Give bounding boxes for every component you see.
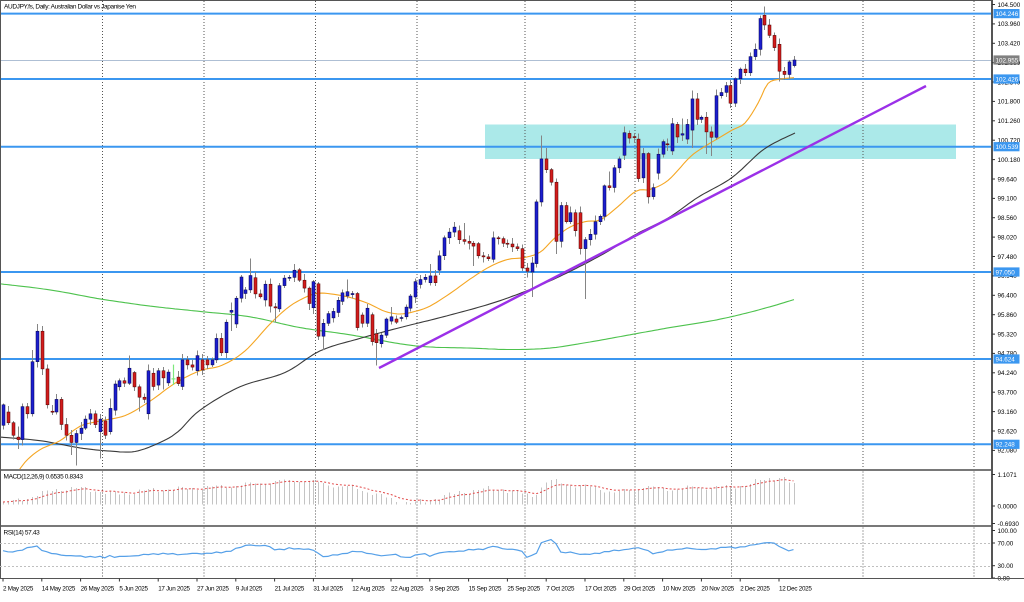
svg-text:104.246: 104.246 xyxy=(996,11,1019,18)
svg-text:98.560: 98.560 xyxy=(998,215,1018,222)
svg-text:97.050: 97.050 xyxy=(996,269,1016,276)
svg-text:94.624: 94.624 xyxy=(996,356,1016,363)
svg-text:2 Dec 2025: 2 Dec 2025 xyxy=(740,586,770,593)
svg-text:12 Aug 2025: 12 Aug 2025 xyxy=(352,586,385,593)
svg-text:26 May 2025: 26 May 2025 xyxy=(81,586,115,593)
svg-text:101.800: 101.800 xyxy=(998,99,1021,106)
svg-text:AUDJPY.fs, Daily: Australian: AUDJPY.fs, Daily: Australian Dollar vs J… xyxy=(4,4,136,11)
svg-text:103.420: 103.420 xyxy=(998,41,1021,48)
svg-text:99.100: 99.100 xyxy=(998,196,1018,203)
svg-text:102.955: 102.955 xyxy=(996,57,1019,64)
svg-text:96.940: 96.940 xyxy=(998,273,1018,280)
svg-text:17 Oct 2025: 17 Oct 2025 xyxy=(585,586,617,593)
svg-text:104.500: 104.500 xyxy=(998,2,1021,9)
svg-text:100.539: 100.539 xyxy=(996,144,1019,151)
svg-text:70.00: 70.00 xyxy=(998,540,1014,547)
svg-text:93.700: 93.700 xyxy=(998,390,1018,397)
svg-text:17 Jun 2025: 17 Jun 2025 xyxy=(158,586,190,593)
svg-text:12 Dec 2025: 12 Dec 2025 xyxy=(779,586,812,593)
svg-text:31 Jul 2025: 31 Jul 2025 xyxy=(313,586,343,593)
svg-text:10 Nov 2025: 10 Nov 2025 xyxy=(663,586,696,593)
svg-text:99.640: 99.640 xyxy=(998,176,1018,183)
svg-text:21 Jul 2025: 21 Jul 2025 xyxy=(275,586,305,593)
svg-text:30.00: 30.00 xyxy=(998,563,1014,570)
svg-text:96.400: 96.400 xyxy=(998,293,1018,300)
svg-text:100.00: 100.00 xyxy=(998,528,1018,535)
svg-text:14 May 2025: 14 May 2025 xyxy=(42,586,76,593)
svg-text:3 Sep 2025: 3 Sep 2025 xyxy=(430,586,460,593)
svg-text:25 Sep 2025: 25 Sep 2025 xyxy=(507,586,540,593)
svg-text:92.248: 92.248 xyxy=(996,442,1016,449)
svg-text:-0.6930: -0.6930 xyxy=(998,521,1020,528)
svg-text:94.240: 94.240 xyxy=(998,370,1018,377)
svg-text:92.080: 92.080 xyxy=(998,448,1018,455)
svg-text:95.860: 95.860 xyxy=(998,312,1018,319)
svg-text:0.0000: 0.0000 xyxy=(998,503,1018,510)
svg-text:RSI(14) 57.43: RSI(14) 57.43 xyxy=(4,530,41,537)
svg-text:97.480: 97.480 xyxy=(998,254,1018,261)
svg-text:101.260: 101.260 xyxy=(998,118,1021,125)
svg-text:27 Jun 2025: 27 Jun 2025 xyxy=(197,586,229,593)
svg-text:92.620: 92.620 xyxy=(998,428,1018,435)
svg-text:93.160: 93.160 xyxy=(998,409,1018,416)
svg-text:100.180: 100.180 xyxy=(998,157,1021,164)
svg-text:98.020: 98.020 xyxy=(998,234,1018,241)
svg-text:15 Sep 2025: 15 Sep 2025 xyxy=(469,586,502,593)
svg-text:102.426: 102.426 xyxy=(996,76,1019,83)
svg-text:22 Aug 2025: 22 Aug 2025 xyxy=(391,586,424,593)
svg-text:94.780: 94.780 xyxy=(998,351,1018,358)
svg-text:103.960: 103.960 xyxy=(998,21,1021,28)
svg-text:2 May 2025: 2 May 2025 xyxy=(3,586,34,593)
svg-text:20 Nov 2025: 20 Nov 2025 xyxy=(701,586,734,593)
svg-text:100.720: 100.720 xyxy=(998,138,1021,145)
svg-text:95.320: 95.320 xyxy=(998,331,1018,338)
svg-text:29 Oct 2025: 29 Oct 2025 xyxy=(624,586,656,593)
svg-text:1.1071: 1.1071 xyxy=(998,472,1018,479)
svg-text:5 Jun 2025: 5 Jun 2025 xyxy=(119,586,148,593)
svg-text:7 Oct 2025: 7 Oct 2025 xyxy=(546,586,575,593)
svg-text:MACD(12,26,9) 0.6535 0.8343: MACD(12,26,9) 0.6535 0.8343 xyxy=(4,474,84,481)
svg-text:9 Jul 2025: 9 Jul 2025 xyxy=(236,586,263,593)
